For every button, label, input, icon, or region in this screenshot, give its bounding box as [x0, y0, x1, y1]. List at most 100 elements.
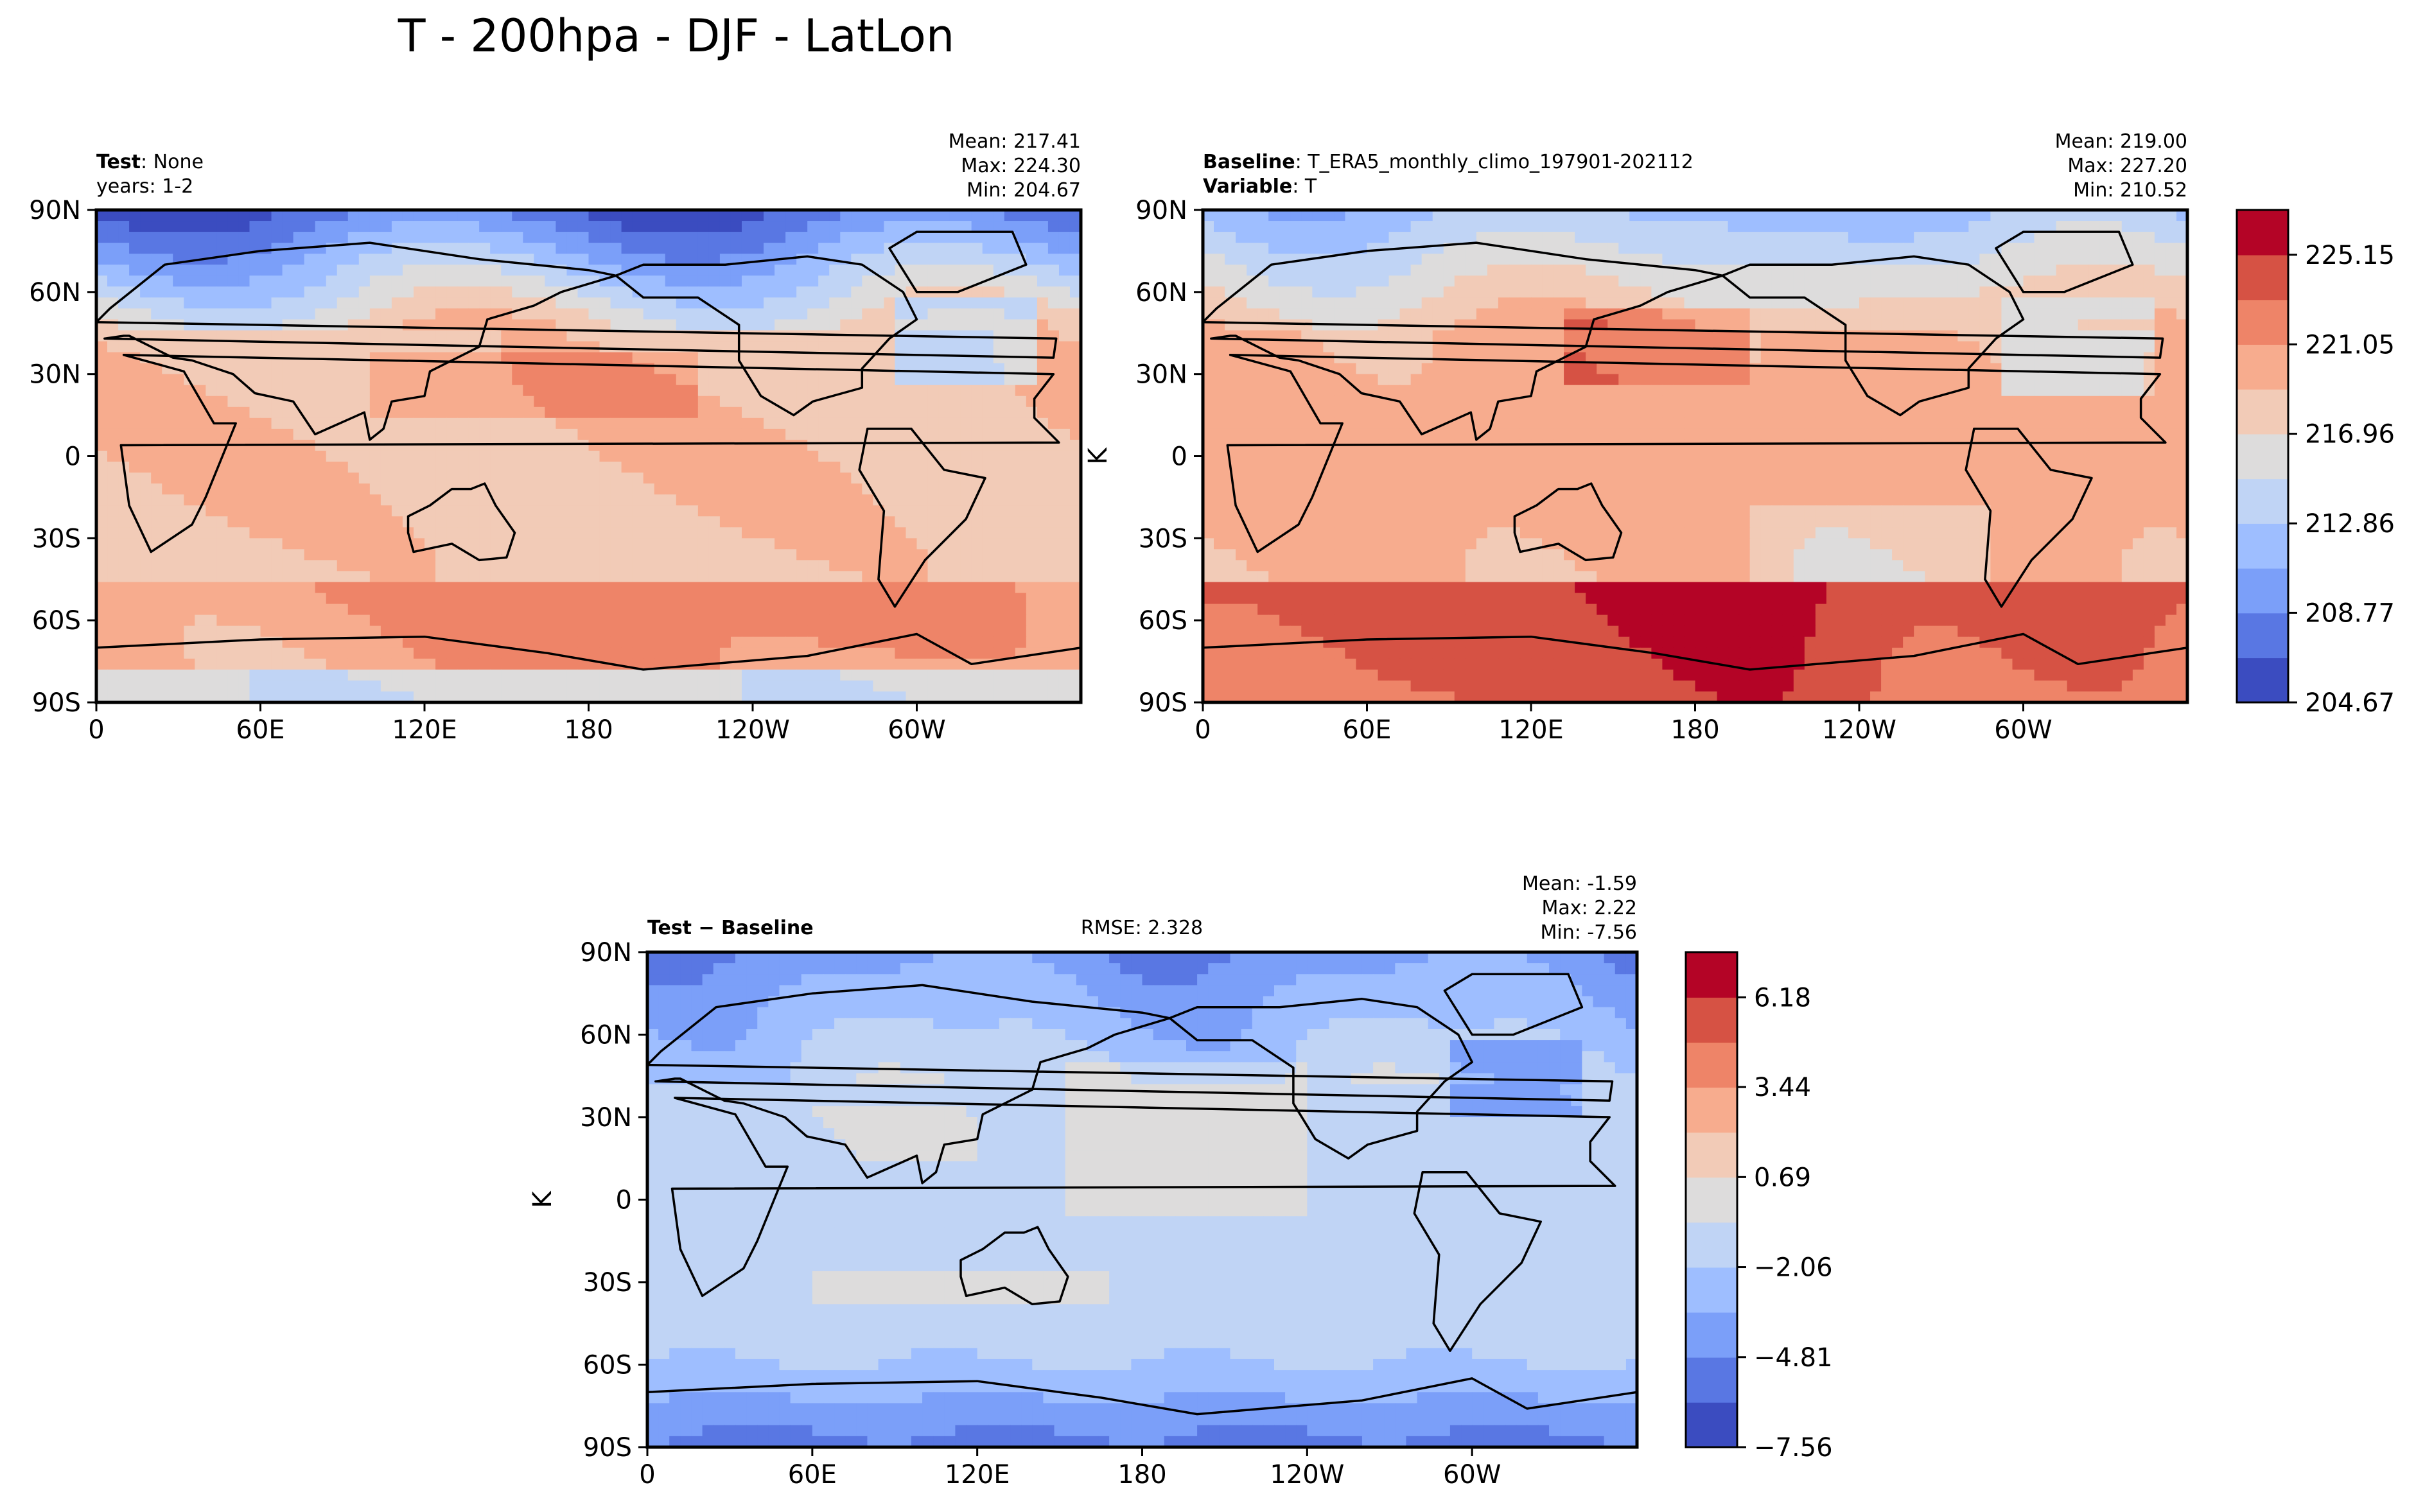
contour-cell	[588, 330, 600, 342]
contour-cell	[840, 319, 852, 331]
contour-cell	[184, 669, 195, 681]
contour-cell	[741, 232, 753, 243]
contour-cell	[993, 385, 1005, 397]
contour-cell	[129, 483, 141, 495]
contour-cell	[391, 658, 403, 670]
contour-cell	[216, 560, 228, 572]
contour-cell	[162, 483, 173, 495]
contour-cell	[380, 505, 392, 517]
contour-cell	[337, 210, 349, 222]
contour-cell	[654, 243, 666, 254]
contour-cell	[140, 647, 152, 659]
contour-cell	[1651, 232, 1663, 243]
contour-cell	[960, 680, 972, 692]
contour-cell	[1203, 243, 1214, 254]
contour-cell	[884, 538, 896, 550]
contour-cell	[1388, 308, 1401, 320]
contour-cell	[107, 494, 119, 506]
contour-cell	[1214, 243, 1225, 254]
contour-cell	[107, 352, 119, 364]
contour-cell	[730, 691, 742, 702]
contour-cell	[1925, 210, 1936, 222]
contour-cell	[173, 593, 184, 605]
contour-cell	[840, 428, 852, 440]
contour-cell	[807, 560, 819, 572]
contour-cell	[271, 516, 283, 528]
contour-cell	[545, 680, 556, 692]
contour-cell	[151, 571, 162, 583]
contour-cell	[818, 593, 830, 605]
contour-cell	[1903, 308, 1914, 320]
contour-cell	[851, 560, 862, 572]
contour-cell	[2045, 254, 2057, 265]
contour-cell	[227, 636, 240, 648]
contour-cell	[293, 483, 305, 495]
contour-cell	[129, 647, 141, 659]
contour-cell	[1069, 483, 1081, 495]
contour-cell	[1069, 330, 1081, 342]
contour-cell	[1936, 243, 1947, 254]
contour-cell	[1058, 516, 1071, 528]
contour-cell	[1432, 210, 1444, 222]
contour-cell	[1047, 473, 1060, 484]
contour-cell	[479, 462, 491, 473]
contour-cell	[1334, 232, 1346, 243]
contour-cell	[2110, 308, 2123, 320]
contour-cell	[129, 549, 141, 561]
contour-cell	[293, 614, 305, 627]
contour-cell	[446, 571, 458, 583]
contour-cell	[195, 406, 206, 419]
contour-cell	[1564, 221, 1575, 232]
contour-cell	[216, 210, 228, 222]
contour-cell	[960, 254, 972, 265]
contour-cell	[916, 538, 929, 550]
contour-cell	[479, 232, 491, 243]
contour-cell	[1037, 330, 1049, 342]
contour-cell	[1225, 221, 1236, 232]
contour-cell	[271, 221, 283, 232]
contour-cell	[1247, 297, 1258, 309]
contour-cell	[1015, 406, 1027, 419]
contour-cell	[227, 604, 240, 616]
contour-cell	[162, 658, 173, 670]
contour-cell	[818, 308, 830, 320]
contour-cell	[523, 462, 534, 473]
contour-cell	[1519, 297, 1532, 309]
contour-cell	[1903, 297, 1914, 309]
contour-cell	[1914, 297, 1925, 309]
contour-cell	[1378, 232, 1390, 243]
contour-cell	[1793, 265, 1805, 276]
contour-cell	[1047, 483, 1060, 495]
contour-cell	[971, 462, 983, 473]
contour-cell	[873, 462, 884, 473]
contour-cell	[1914, 308, 1925, 320]
contour-cell	[457, 406, 469, 419]
contour-cell	[435, 625, 447, 638]
contour-cell	[315, 680, 327, 692]
contour-cell	[140, 691, 152, 702]
contour-cell	[249, 450, 261, 462]
contour-cell	[993, 560, 1005, 572]
contour-cell	[960, 483, 972, 495]
contour-cell	[741, 505, 753, 517]
contour-cell	[151, 636, 162, 648]
contour-cell	[195, 243, 206, 254]
contour-cell	[107, 243, 119, 254]
contour-cell	[1047, 549, 1060, 561]
contour-cell	[304, 560, 316, 572]
contour-cell	[1257, 221, 1269, 232]
contour-cell	[785, 593, 797, 605]
contour-cell	[2110, 286, 2123, 298]
contour-cell	[796, 319, 808, 331]
contour-cell	[873, 439, 884, 451]
contour-cell	[468, 473, 480, 484]
contour-cell	[1990, 286, 2002, 298]
contour-cell	[938, 625, 950, 638]
contour-cell	[315, 308, 327, 320]
contour-cell	[326, 571, 338, 583]
contour-cell	[479, 658, 491, 670]
contour-cell	[162, 571, 173, 583]
contour-cell	[566, 669, 579, 681]
contour-cell	[173, 494, 184, 506]
contour-cell	[173, 330, 184, 342]
